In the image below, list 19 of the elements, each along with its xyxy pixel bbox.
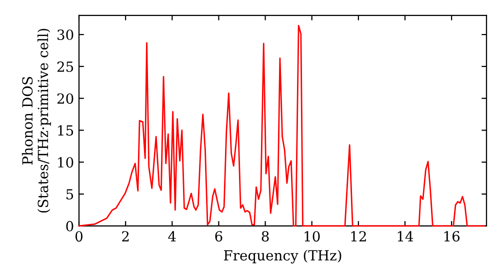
y-tick-label: 30: [58, 30, 74, 40]
x-tick-label: 6: [215, 231, 222, 242]
y-tick-label: 25: [57, 61, 74, 72]
y-tick-label: 15: [58, 125, 74, 136]
line-series: [78, 24, 485, 227]
x-axis-title: Frequency (THz): [224, 250, 342, 264]
y-tick-label: 20: [57, 93, 74, 104]
y-tick-label: 10: [58, 157, 74, 168]
x-tick-label: 10: [304, 231, 320, 242]
x-tick-label: 14: [398, 231, 414, 242]
x-tick-label: 8: [262, 231, 269, 242]
x-tick-label: 12: [351, 231, 366, 242]
x-tick-label: 2: [122, 231, 129, 242]
y-axis-title: Phonon DOS (States/THz·primitive cell): [22, 28, 51, 213]
x-tick-label: 0: [75, 231, 82, 242]
x-tick-label: 4: [168, 231, 176, 242]
y-tick-label: 5: [66, 189, 74, 200]
x-tick-label: 16: [444, 231, 460, 242]
y-tick-label: 0: [66, 220, 74, 232]
